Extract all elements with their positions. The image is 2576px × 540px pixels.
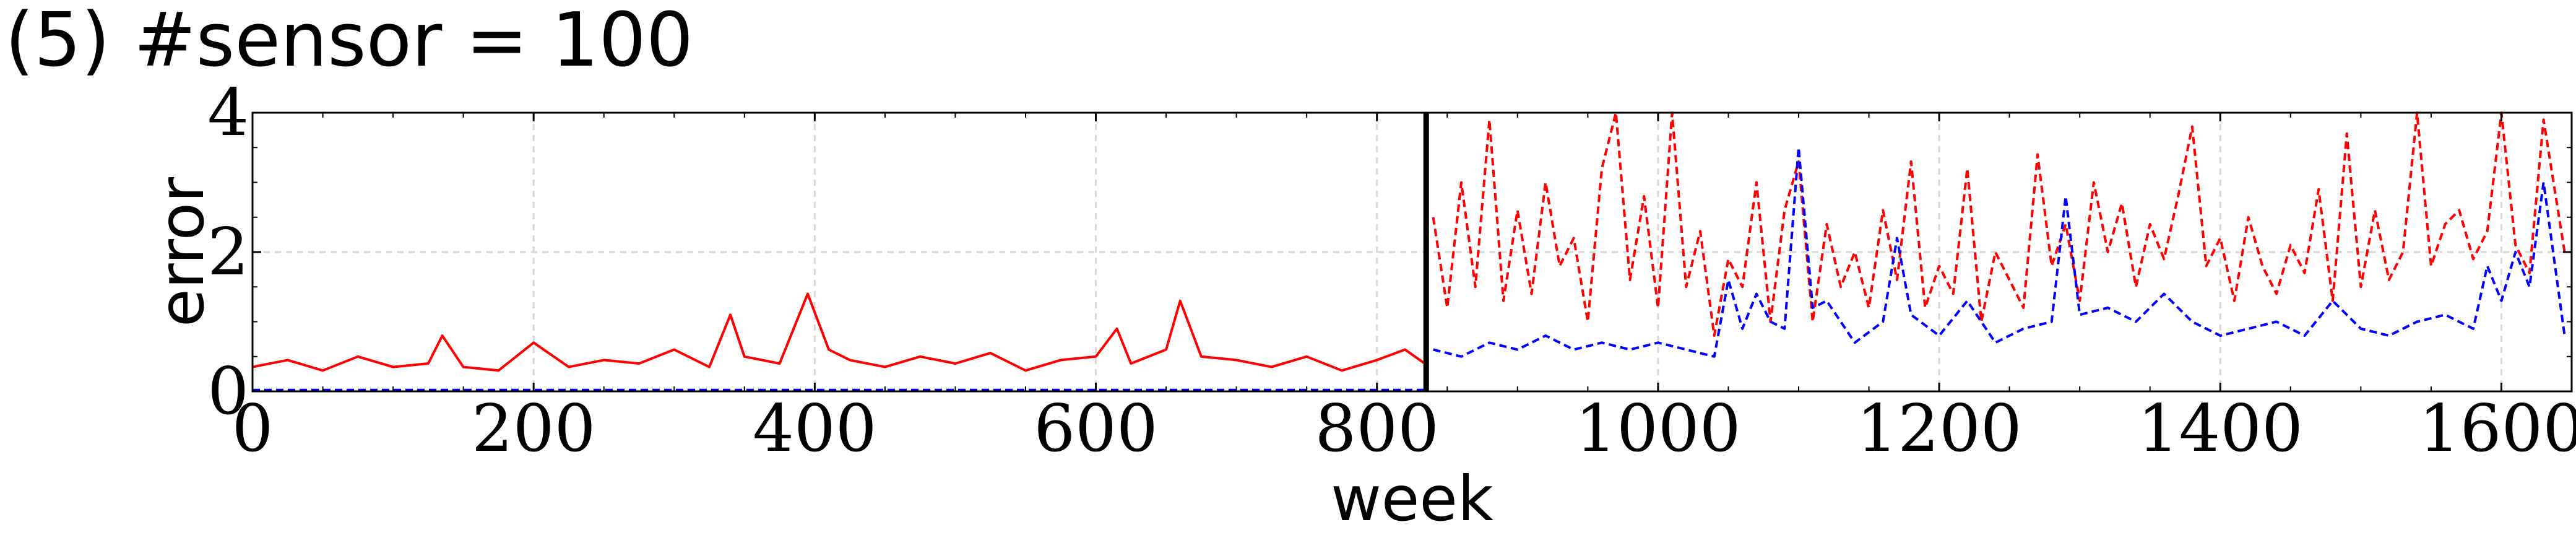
series-layer bbox=[252, 111, 2566, 391]
axes: 0 200 400 600 800 1000 1200 1400 1600 0 2 4 bbox=[207, 75, 2576, 466]
x-tick-label: 1000 bbox=[1575, 391, 1740, 466]
chart-title: (5) #sensor = 100 bbox=[5, 0, 694, 84]
series-line-1 bbox=[1432, 111, 2566, 337]
x-tick-label: 200 bbox=[472, 391, 595, 466]
x-tick-label: 1200 bbox=[1856, 391, 2021, 466]
y-tick-label: 4 bbox=[207, 75, 249, 150]
x-tick-label: 1600 bbox=[2419, 391, 2576, 466]
x-tick-label: 1400 bbox=[2138, 391, 2303, 466]
x-tick-label: 0 bbox=[232, 391, 274, 466]
series-line-0 bbox=[252, 292, 1426, 372]
grid bbox=[251, 111, 2572, 393]
y-tick-label: 0 bbox=[207, 354, 249, 429]
x-axis-label: week bbox=[1331, 463, 1493, 535]
y-axis-label: error bbox=[145, 176, 218, 327]
y-tick-label: 2 bbox=[207, 214, 249, 290]
x-tick-label: 600 bbox=[1034, 391, 1157, 466]
x-tick-label: 400 bbox=[753, 391, 876, 466]
x-tick-label: 800 bbox=[1315, 391, 1439, 466]
